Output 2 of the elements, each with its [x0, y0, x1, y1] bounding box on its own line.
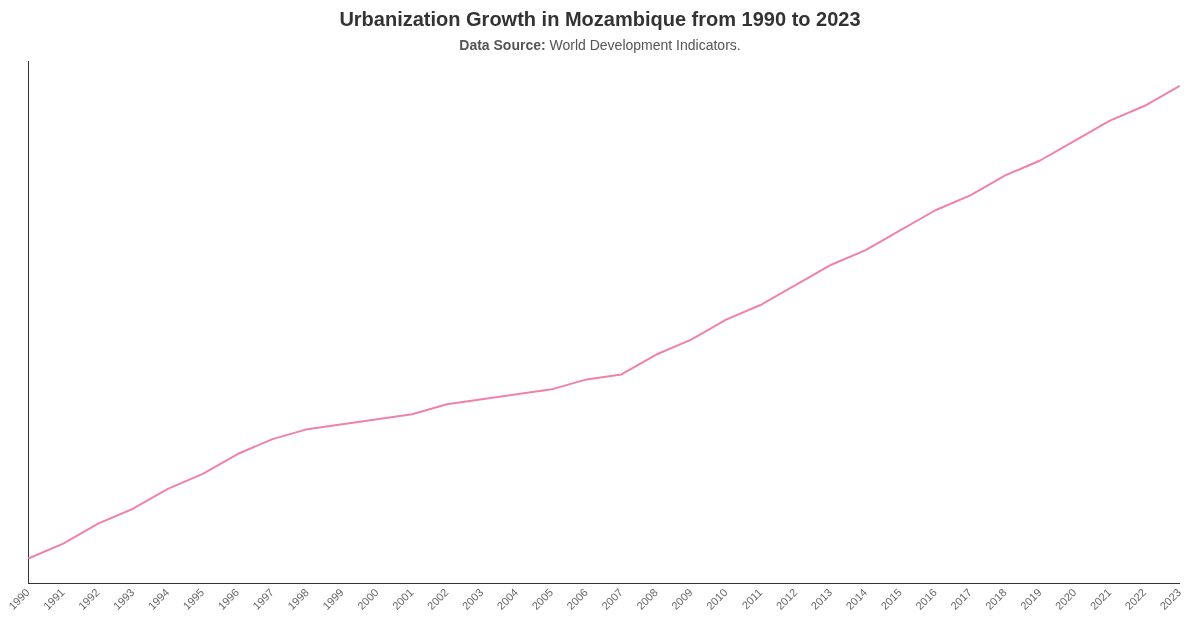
chart-subtitle: Data Source: World Development Indicators. [458, 37, 742, 53]
chart-title: Urbanization Growth in Mozambique from 1990 to 2023 [338, 8, 862, 31]
